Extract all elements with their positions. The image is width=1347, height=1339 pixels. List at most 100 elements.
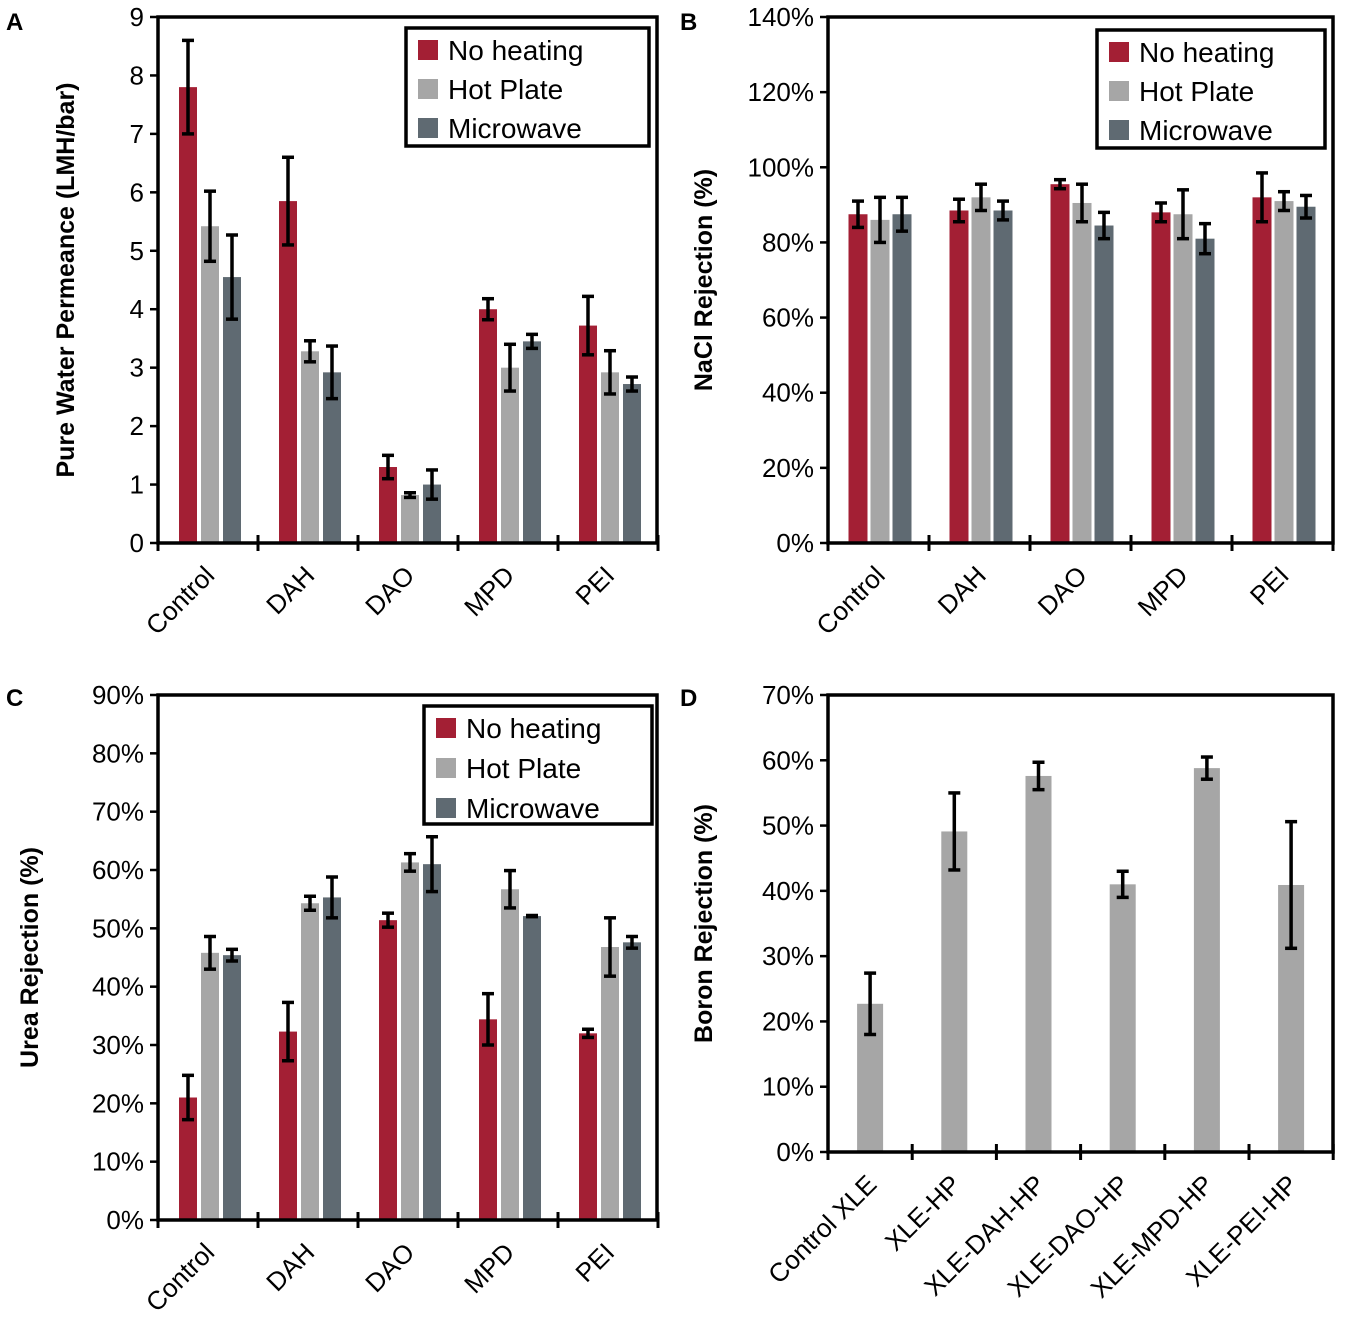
plot-frame — [156, 693, 659, 1222]
bar-no-heating — [179, 87, 197, 543]
bar-no-heating — [848, 214, 868, 543]
bar-microwave — [1094, 225, 1114, 543]
panel-letter: C — [6, 685, 23, 712]
y-tick-label: 30% — [92, 1030, 144, 1060]
error-bar — [382, 453, 394, 481]
legend-swatch — [1109, 81, 1129, 101]
bar-no-heating — [279, 201, 297, 543]
y-tick-label: 60% — [762, 745, 814, 775]
legend-swatch — [436, 718, 456, 738]
y-tick-label: 8 — [130, 60, 144, 90]
error-bar — [1285, 819, 1298, 951]
y-tick-label: 50% — [762, 811, 814, 841]
legend: No heating Hot Plate Microwave — [1095, 28, 1327, 150]
bar-hot-plate — [1274, 201, 1294, 543]
bar-no-heating — [379, 467, 397, 543]
error-bar — [426, 468, 438, 501]
error-bar — [182, 1073, 194, 1122]
x-category-label: PEI — [569, 1237, 620, 1288]
bar-microwave — [223, 955, 241, 1220]
bar-hot-plate — [601, 372, 619, 543]
legend-label: Microwave — [448, 113, 582, 144]
y-tick-label: 80% — [762, 227, 814, 257]
error-bar — [426, 835, 438, 894]
plot-frame — [156, 15, 659, 545]
panel-d: D 0% 10% 20% 30% 40% 50% 60% 70% Boron Rejection … — [680, 680, 1335, 1304]
error-bar — [404, 490, 416, 500]
bar-no-heating — [479, 309, 497, 543]
error-bar — [1199, 221, 1211, 256]
error-bar — [304, 339, 316, 364]
panel-letter: D — [680, 685, 697, 712]
bar-microwave — [423, 864, 441, 1220]
y-tick-label: 2 — [130, 411, 144, 441]
y-tick-label: 3 — [130, 353, 144, 383]
error-bar — [1116, 869, 1129, 900]
error-bar — [204, 189, 216, 264]
x-category-label: Control — [810, 560, 890, 640]
panel-b: B 0% 20% 40% 60% 80% 100% 120% 140% NaCl Rejectio… — [680, 2, 1335, 641]
legend-label: Microwave — [1139, 115, 1273, 146]
legend-label: Microwave — [466, 793, 600, 824]
y-axis-title: NaCl Rejection (%) — [690, 169, 718, 391]
y-tick-label: 30% — [762, 941, 814, 971]
bar-microwave — [993, 210, 1013, 543]
bar-microwave — [523, 341, 541, 543]
legend-swatch — [1109, 42, 1129, 62]
legend: No heating Hot Plate Microwave — [404, 26, 651, 148]
legend-swatch — [418, 79, 438, 99]
bar-microwave — [1195, 238, 1215, 543]
error-bar — [604, 348, 616, 396]
y-tick-label: 40% — [762, 378, 814, 408]
bar-hot-plate — [401, 862, 419, 1220]
y-tick-label: 10% — [92, 1147, 144, 1177]
y-tick-label: 140% — [748, 2, 815, 32]
error-bar — [204, 934, 216, 971]
error-bar — [1076, 182, 1088, 224]
error-bar — [282, 155, 294, 247]
error-bar — [852, 199, 864, 230]
bar-microwave — [323, 372, 341, 543]
bar-hot-plate — [501, 889, 519, 1220]
error-bar — [1054, 177, 1066, 191]
bar-microwave — [623, 942, 641, 1220]
bar-hot-plate — [401, 495, 419, 543]
y-tick-label: 120% — [748, 77, 815, 107]
y-tick-label: 20% — [92, 1088, 144, 1118]
x-category-label: XLE-HP — [879, 1169, 967, 1257]
x-category-label: Control — [140, 1237, 220, 1317]
y-tick-label: 50% — [92, 913, 144, 943]
error-bar — [626, 934, 638, 950]
error-bar — [504, 868, 516, 910]
y-tick-label: 100% — [748, 152, 815, 182]
bar-hot-plate — [501, 367, 519, 543]
error-bar — [864, 971, 877, 1037]
bar-microwave — [892, 214, 912, 543]
x-category-label: DAO — [359, 560, 420, 621]
legend-label: Hot Plate — [448, 74, 563, 105]
x-category-label: PEI — [1244, 560, 1295, 611]
y-axis-title: Pure Water Permeance (LMH/bar) — [52, 82, 80, 477]
error-bar — [526, 913, 538, 919]
y-tick-label: 1 — [130, 470, 144, 500]
y-tick-label: 10% — [762, 1072, 814, 1102]
bar-microwave — [623, 384, 641, 543]
error-bar — [582, 1027, 594, 1040]
bar-no-heating — [579, 325, 597, 543]
bar-no-heating — [579, 1033, 597, 1220]
error-bar — [504, 342, 516, 393]
error-bar — [1278, 189, 1290, 213]
error-bar — [1256, 171, 1268, 224]
x-category-label: DAH — [932, 560, 992, 620]
bar-microwave — [523, 916, 541, 1220]
plot-frame — [826, 15, 1335, 545]
error-bar — [1200, 755, 1213, 781]
error-bar — [874, 195, 886, 245]
bar-hot-plate — [201, 226, 219, 543]
bar-no-heating — [1252, 197, 1272, 544]
bar-hot-plate — [941, 831, 968, 1152]
bar-hot-plate — [201, 952, 219, 1220]
bar-no-heating — [279, 1031, 297, 1220]
error-bar — [1032, 760, 1045, 792]
x-category-label: Control XLE — [762, 1169, 882, 1289]
